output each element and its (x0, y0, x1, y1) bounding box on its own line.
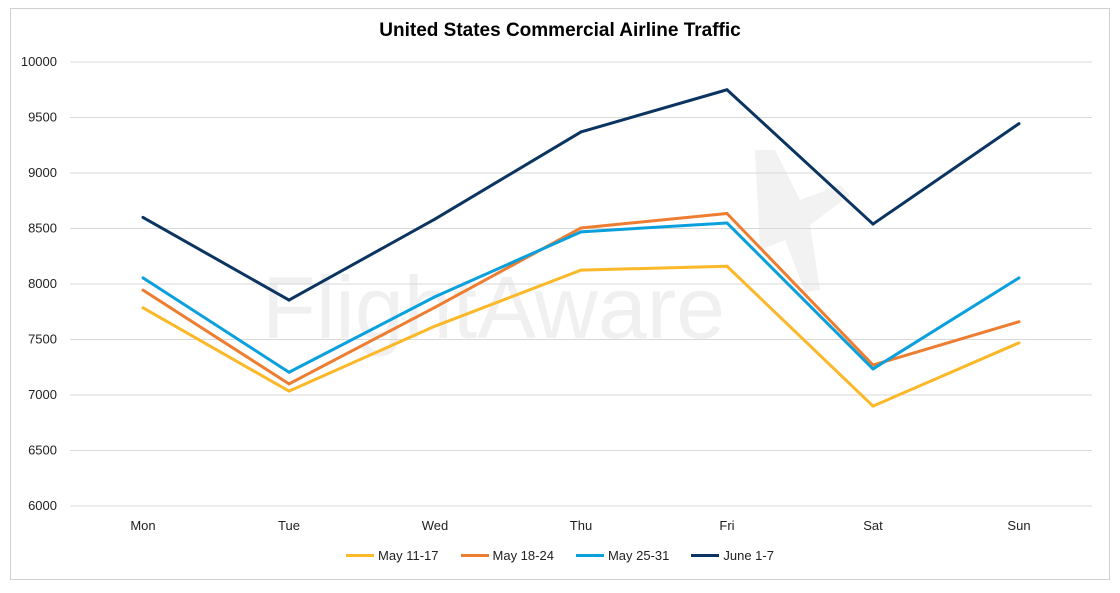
x-tick-label: Fri (719, 518, 734, 533)
legend: May 11-17 May 18-24 May 25-31 June 1-7 (0, 548, 1120, 563)
legend-swatch (575, 554, 604, 557)
legend-item: May 11-17 (346, 548, 439, 563)
x-tick-label: Sun (1007, 518, 1030, 533)
plane-icon (755, 150, 850, 292)
legend-swatch (691, 554, 720, 557)
data-point (579, 230, 583, 234)
data-point (579, 268, 583, 272)
x-tick-label: Thu (570, 518, 592, 533)
legend-item: May 25-31 (575, 548, 670, 563)
data-point (141, 276, 145, 280)
data-point (871, 222, 875, 226)
chart-frame (10, 8, 1110, 580)
data-point (1017, 341, 1021, 345)
data-point (141, 288, 145, 292)
y-tick-label: 9000 (28, 165, 57, 180)
y-tick-label: 7000 (28, 387, 57, 402)
legend-swatch (460, 554, 489, 557)
y-tick-label: 8500 (28, 221, 57, 236)
data-point (725, 88, 729, 92)
data-point (871, 363, 875, 367)
data-point (725, 212, 729, 216)
data-point (1017, 122, 1021, 126)
data-point (287, 382, 291, 386)
legend-label: June 1-7 (723, 548, 774, 563)
y-tick-label: 8000 (28, 276, 57, 291)
legend-swatch (346, 554, 375, 557)
data-point (725, 221, 729, 225)
y-tick-label: 6500 (28, 443, 57, 458)
legend-item: June 1-7 (691, 548, 774, 563)
data-point (287, 370, 291, 374)
legend-item: May 18-24 (460, 548, 554, 563)
data-point (725, 264, 729, 268)
data-point (141, 306, 145, 310)
data-point (871, 367, 875, 371)
y-tick-label: 6000 (28, 498, 57, 513)
legend-label: May 25-31 (607, 548, 670, 563)
data-point (287, 298, 291, 302)
y-tick-label: 7500 (28, 332, 57, 347)
data-point (1017, 320, 1021, 324)
y-tick-label: 9500 (28, 110, 57, 125)
data-point (579, 130, 583, 134)
data-point (141, 215, 145, 219)
data-point (579, 226, 583, 230)
x-tick-label: Mon (130, 518, 155, 533)
x-tick-label: Wed (422, 518, 449, 533)
data-point (287, 389, 291, 393)
legend-label: May 11-17 (378, 548, 439, 563)
data-point (433, 305, 437, 309)
data-point (433, 324, 437, 328)
chart-title: United States Commercial Airline Traffic (379, 20, 741, 41)
y-tick-label: 10000 (21, 54, 57, 69)
legend-label: May 18-24 (492, 548, 554, 563)
data-point (433, 295, 437, 299)
watermark-logo: FlightAware (262, 258, 725, 357)
x-tick-label: Sat (863, 518, 883, 533)
x-tick-label: Tue (278, 518, 300, 533)
data-point (433, 217, 437, 221)
data-point (871, 404, 875, 408)
data-point (1017, 276, 1021, 280)
